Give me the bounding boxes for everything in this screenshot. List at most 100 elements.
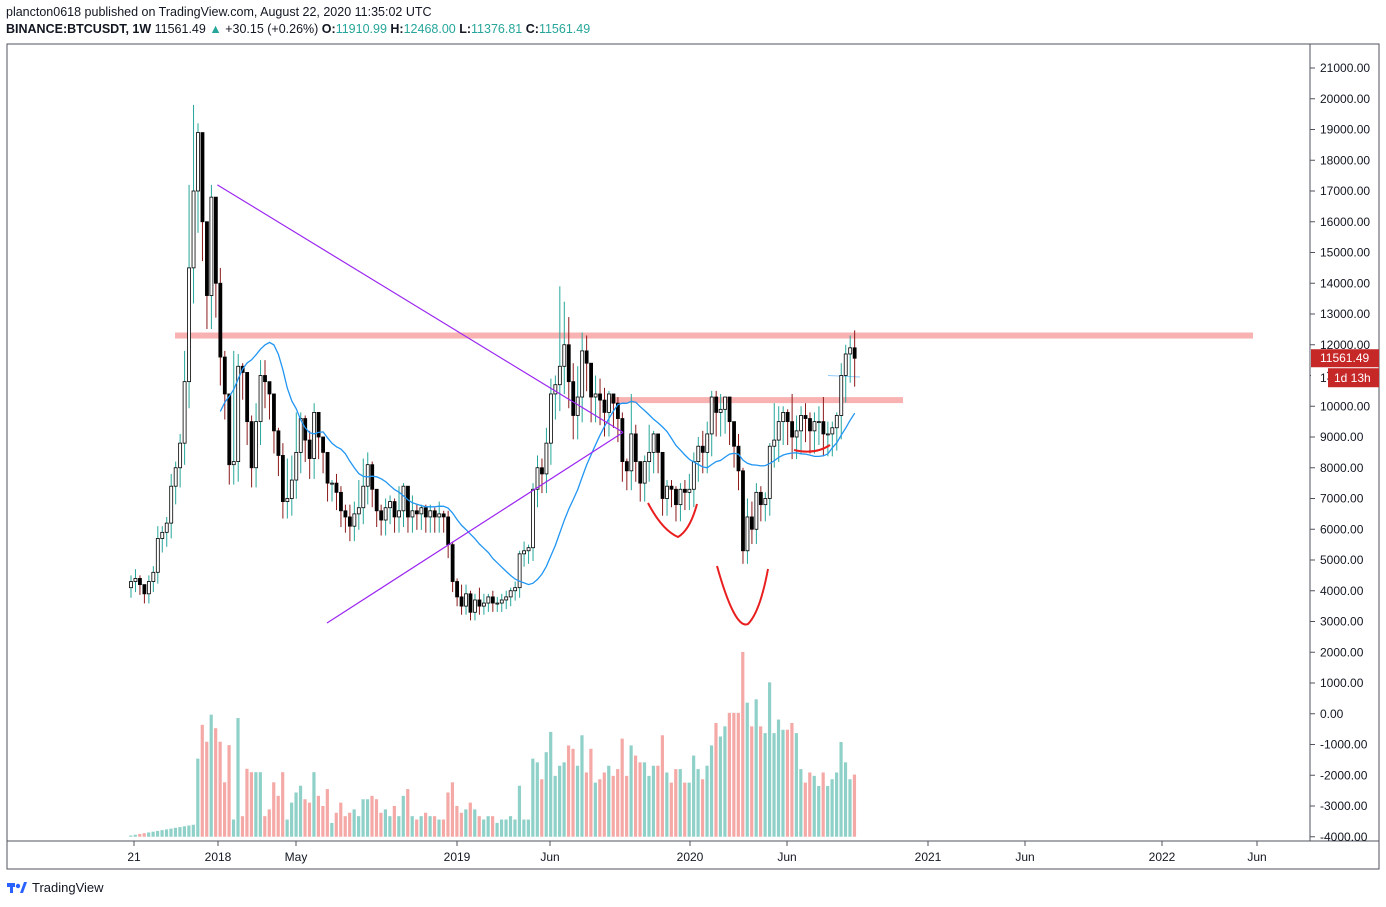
candle-body: [647, 451, 652, 463]
price-tick-label: 18000.00: [1320, 153, 1370, 167]
volume-bar: [169, 828, 173, 837]
volume-bar: [205, 741, 209, 837]
open-value: 11910.99: [335, 22, 387, 36]
volume-bar: [343, 816, 347, 837]
volume-bar: [566, 745, 571, 837]
volume-bar: [620, 738, 624, 837]
volume-bar: [437, 819, 441, 837]
time-tick-label: 2021: [915, 850, 942, 864]
time-tick-label: 2019: [444, 850, 471, 864]
volume-bar: [392, 806, 396, 837]
volume-bar: [249, 772, 254, 837]
candle-body: [548, 393, 553, 444]
volume-bar: [223, 782, 227, 837]
time-axis[interactable]: 21 2018 May 2019 Jun 2020 Jun 2021 Jun 2022 Jun: [127, 841, 1267, 864]
moving-average-line: [219, 341, 856, 586]
volume-bar: [727, 712, 731, 837]
last-price: 11561.49: [154, 22, 206, 36]
candle-body: [294, 451, 299, 481]
volume-bar: [276, 795, 280, 837]
volume-bar: [290, 802, 294, 837]
candle-body: [718, 408, 723, 413]
volume-bar: [491, 816, 495, 837]
price-tick-label: 12000.00: [1320, 338, 1370, 352]
price-tick-label: 5000.00: [1320, 553, 1364, 567]
volume-bar: [325, 789, 329, 837]
candle-body: [392, 501, 397, 518]
candle-body: [607, 393, 611, 413]
price-tick-label: 8000.00: [1320, 461, 1364, 475]
price-tick-label: 1000.00: [1320, 676, 1364, 690]
candle-body: [714, 396, 719, 413]
volume-bar: [357, 816, 361, 837]
price-tick-label: 0.00: [1320, 707, 1344, 721]
candle-body: [767, 445, 772, 499]
volume-bar: [656, 765, 660, 837]
price-axis[interactable]: 21000.0020000.0019000.0018000.0017000.00…: [1310, 61, 1370, 844]
chart-frame: [6, 43, 1380, 870]
volume-bar: [464, 809, 468, 837]
volume-bar: [794, 733, 798, 837]
candle-body: [352, 513, 357, 527]
triangle-lower-trendline: [326, 431, 624, 624]
candle-body: [191, 190, 196, 269]
candle-body: [178, 442, 183, 469]
candle-body: [602, 399, 607, 413]
volume-bar: [410, 816, 414, 837]
volume-bar: [142, 833, 146, 837]
candle-body: [280, 455, 285, 502]
volume-bar: [803, 782, 807, 837]
candle-body: [638, 461, 643, 484]
candle-body: [486, 596, 491, 604]
candle-body: [763, 498, 768, 506]
price-tick-label: 10000.00: [1320, 399, 1370, 413]
candle-body: [334, 482, 339, 493]
candle-body: [839, 375, 844, 416]
candle-body: [468, 593, 473, 613]
volume-bar: [236, 718, 240, 837]
volume-bar: [254, 772, 258, 837]
footer-brand[interactable]: TradingView: [6, 879, 104, 895]
candlesticks: [129, 104, 857, 621]
red-arc-right: [793, 444, 831, 453]
red-arc-left: [647, 502, 698, 539]
volume-bar: [156, 830, 160, 837]
candle-body: [209, 196, 214, 296]
candle-body: [665, 485, 669, 499]
volume-bar: [602, 772, 606, 837]
candle-body: [772, 439, 777, 447]
candle-body: [160, 531, 165, 539]
candle-body: [316, 411, 321, 438]
candle-body: [727, 396, 732, 423]
price-tick-label: 13000.00: [1320, 307, 1370, 321]
volume-bar: [848, 779, 852, 837]
candle-body: [388, 501, 392, 509]
volume-bar: [629, 745, 633, 837]
candle-body: [133, 578, 138, 582]
candle-body: [432, 510, 437, 518]
volume-bar: [419, 816, 423, 837]
volume-bar: [383, 809, 388, 837]
symbol-name: BINANCE:BTCUSDT, 1W: [6, 22, 152, 36]
candle-body: [700, 445, 705, 453]
candle-body: [406, 485, 410, 518]
candle-body: [812, 421, 817, 432]
candle-body: [790, 421, 795, 438]
volume-bar: [348, 812, 352, 837]
candle-body: [683, 488, 687, 493]
candle-body: [660, 451, 665, 499]
candle-body: [459, 596, 464, 607]
price-tick-label: -1000.00: [1320, 738, 1368, 752]
volume-bar: [415, 819, 419, 837]
price-tick-label: 17000.00: [1320, 184, 1370, 198]
candle-body: [410, 510, 415, 518]
volume-bar: [218, 741, 222, 837]
candle-body: [298, 418, 303, 453]
candle-body: [522, 550, 526, 555]
candle-body: [312, 411, 317, 459]
volume-bar: [767, 682, 772, 837]
volume-bar: [544, 752, 548, 837]
volume-bar: [785, 729, 790, 837]
open-label: O:: [321, 22, 336, 36]
